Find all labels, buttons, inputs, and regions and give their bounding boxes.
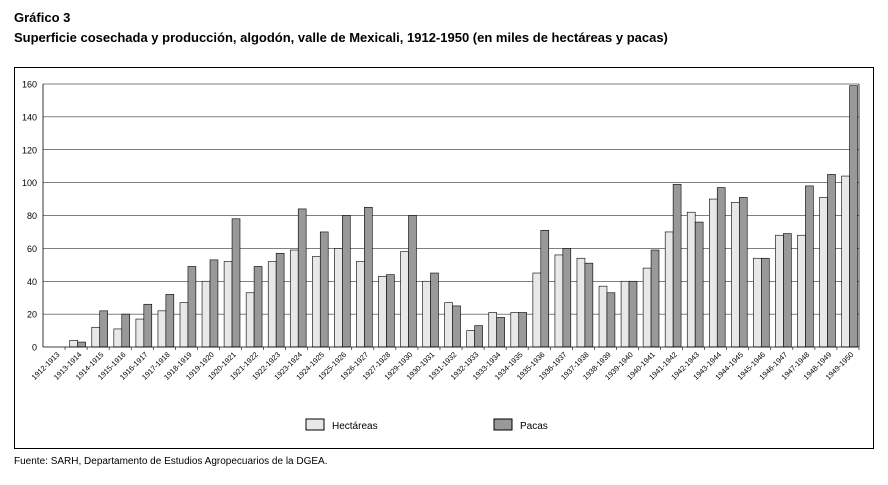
bar-hectareas: [378, 276, 387, 348]
bar-pacas: [452, 305, 461, 348]
bar-pacas: [231, 218, 241, 348]
bar-pacas: [77, 341, 86, 348]
bar-hectareas: [69, 340, 78, 348]
chart-title: Gráfico 3: [14, 10, 71, 25]
bar-pacas: [849, 85, 858, 348]
source-note: Fuente: SARH, Departamento de Estudios A…: [14, 456, 328, 467]
legend: Hectáreas Pacas: [305, 418, 548, 432]
bar-hectareas: [731, 202, 740, 348]
bar-hectareas: [223, 261, 233, 348]
bar-hectareas: [289, 249, 299, 348]
y-tick-label: 60: [27, 244, 37, 254]
bar-hectareas: [620, 280, 630, 348]
bar-pacas: [783, 233, 792, 348]
bar-hectareas: [642, 267, 652, 348]
bar-pacas: [121, 313, 131, 348]
legend-swatch-pacas: [493, 418, 513, 431]
bar-hectareas: [91, 326, 101, 348]
y-tick-label: 20: [27, 310, 37, 320]
bar-pacas: [827, 174, 836, 348]
bar-pacas: [342, 215, 351, 348]
bar-pacas: [716, 187, 726, 348]
bar-hectareas: [576, 257, 586, 348]
bar-pacas: [761, 257, 770, 348]
bar-pacas: [496, 317, 505, 348]
bar-hectareas: [488, 312, 498, 348]
bar-hectareas: [753, 257, 762, 348]
bar-hectareas: [312, 256, 321, 348]
bar-pacas: [584, 262, 594, 348]
y-tick-label: 160: [22, 80, 37, 90]
bar-pacas: [430, 272, 439, 348]
y-tick-label: 40: [27, 277, 37, 287]
bar-hectareas: [510, 312, 520, 348]
bar-hectareas: [664, 231, 674, 348]
legend-swatch-hectareas: [305, 418, 325, 431]
chart-subtitle: Superficie cosechada y producción, algod…: [14, 30, 668, 45]
bar-pacas: [187, 266, 197, 348]
bar-hectareas: [400, 251, 409, 348]
bar-hectareas: [157, 310, 167, 348]
bar-hectareas: [554, 254, 564, 348]
bar-hectareas: [135, 318, 145, 348]
bar-pacas: [562, 248, 572, 348]
bar-pacas: [408, 215, 417, 348]
bar-pacas: [297, 208, 307, 348]
y-tick-label: 80: [27, 211, 37, 221]
bar-pacas: [672, 183, 682, 348]
bar-pacas: [474, 325, 483, 348]
y-tick-label: 0: [32, 343, 37, 353]
bar-pacas: [209, 259, 219, 348]
bar-pacas: [253, 266, 263, 348]
bar-hectareas: [444, 302, 453, 348]
bar-hectareas: [775, 234, 784, 348]
bar-hectareas: [334, 248, 343, 348]
chart-frame: [14, 67, 874, 449]
bar-hectareas: [841, 175, 850, 348]
bar-pacas: [386, 274, 395, 348]
bar-pacas: [99, 310, 108, 348]
bars-layer: [69, 85, 858, 348]
bar-pacas: [143, 303, 153, 348]
bar-pacas: [628, 280, 638, 348]
bar-hectareas: [466, 330, 475, 348]
bar-pacas: [694, 221, 704, 348]
bar-pacas: [540, 229, 550, 348]
bar-pacas: [805, 185, 814, 348]
bar-hectareas: [201, 280, 211, 348]
bar-hectareas: [113, 328, 123, 348]
y-tick-label: 100: [22, 178, 37, 188]
bar-pacas: [738, 197, 748, 348]
bar-hectareas: [179, 302, 189, 348]
bar-hectareas: [708, 198, 718, 348]
bar-hectareas: [245, 292, 255, 348]
bar-hectareas: [422, 280, 431, 348]
bar-pacas: [275, 253, 285, 348]
legend-label-hectareas: Hectáreas: [332, 421, 378, 432]
y-tick-label: 140: [22, 112, 37, 122]
bar-pacas: [364, 206, 373, 348]
bar-pacas: [650, 249, 660, 348]
bar-hectareas: [356, 261, 365, 348]
bar-pacas: [518, 312, 527, 348]
bar-hectareas: [686, 211, 696, 348]
bar-hectareas: [819, 197, 828, 348]
bar-pacas: [606, 292, 616, 348]
legend-label-pacas: Pacas: [520, 421, 548, 432]
bar-pacas: [165, 294, 175, 348]
bar-pacas: [319, 231, 329, 348]
bar-hectareas: [797, 234, 806, 348]
bar-hectareas: [598, 285, 608, 348]
y-tick-label: 120: [22, 145, 37, 155]
bar-hectareas: [532, 272, 542, 348]
bar-hectareas: [267, 261, 277, 348]
